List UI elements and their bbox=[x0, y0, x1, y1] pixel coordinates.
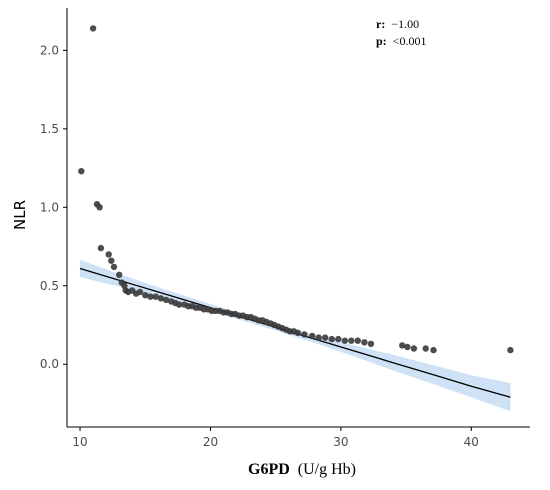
confidence-band bbox=[80, 259, 511, 412]
data-point bbox=[309, 332, 316, 340]
y-axis-title: NLR bbox=[11, 200, 29, 230]
data-point bbox=[96, 204, 103, 211]
data-point bbox=[108, 257, 115, 264]
data-point bbox=[136, 288, 144, 296]
data-point bbox=[147, 293, 154, 300]
data-point bbox=[341, 337, 348, 344]
data-point bbox=[142, 292, 149, 299]
svg-text:r: −1.00: r: −1.00 bbox=[376, 17, 419, 31]
data-point bbox=[294, 329, 301, 336]
data-point bbox=[105, 251, 112, 258]
p-value: <0.001 bbox=[393, 34, 427, 48]
data-point bbox=[361, 339, 368, 346]
data-point bbox=[176, 301, 183, 308]
confidence-band-layer bbox=[80, 259, 511, 412]
data-point bbox=[348, 337, 355, 344]
r-label: r: bbox=[376, 17, 385, 31]
data-point bbox=[354, 337, 361, 344]
axes-layer: 10 20 30 40 0.0 0.5 1.0 1.5 2.0 bbox=[40, 8, 530, 449]
data-point bbox=[301, 331, 308, 338]
y-tick-label: 1.5 bbox=[40, 122, 59, 136]
y-tick-label: 1.0 bbox=[40, 200, 59, 214]
data-point bbox=[116, 271, 123, 278]
data-point bbox=[335, 335, 342, 343]
svg-text:p: <0.001: p: <0.001 bbox=[376, 34, 426, 48]
data-point bbox=[162, 296, 170, 304]
data-point bbox=[110, 263, 118, 271]
x-tick-label: 30 bbox=[333, 435, 348, 449]
x-tick-label: 20 bbox=[203, 435, 218, 449]
data-point bbox=[410, 345, 418, 352]
data-point bbox=[315, 334, 322, 341]
x-tick-label: 40 bbox=[464, 435, 479, 449]
r-value: −1.00 bbox=[391, 17, 419, 31]
data-point bbox=[430, 346, 437, 354]
x-axis-title: G6PD (U/g Hb) bbox=[248, 461, 356, 478]
data-point bbox=[78, 168, 85, 175]
data-point bbox=[399, 342, 406, 349]
stats-annotation: r: −1.00 p: <0.001 bbox=[376, 17, 426, 48]
data-point bbox=[157, 295, 165, 302]
p-label: p: bbox=[376, 34, 387, 48]
y-tick-label: 2.0 bbox=[40, 43, 59, 57]
data-point bbox=[328, 335, 335, 343]
y-tick-label: 0.5 bbox=[40, 279, 59, 293]
x-tick-label: 10 bbox=[72, 435, 87, 449]
data-point bbox=[422, 345, 429, 352]
data-point bbox=[507, 346, 514, 354]
data-point bbox=[367, 340, 375, 347]
data-point bbox=[322, 334, 329, 341]
data-point bbox=[404, 343, 411, 351]
data-point bbox=[89, 25, 97, 32]
data-point bbox=[97, 244, 105, 252]
y-tick-label: 0.0 bbox=[40, 357, 59, 371]
points-layer bbox=[78, 25, 514, 354]
x-axis-title-unit: (U/g Hb) bbox=[298, 461, 356, 478]
data-point bbox=[152, 293, 159, 300]
x-axis-title-bold: G6PD bbox=[248, 461, 290, 478]
